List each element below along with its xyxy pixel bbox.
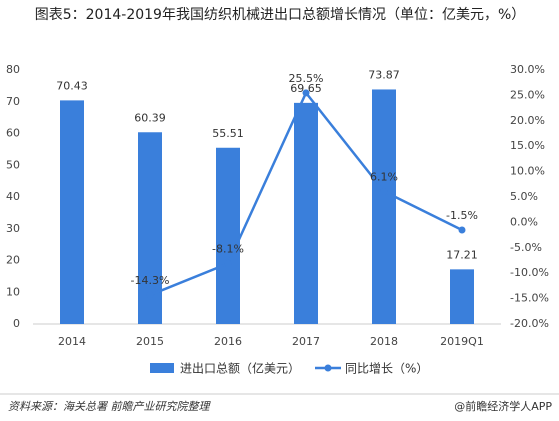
legend-label: 进出口总额（亿美元）: [180, 361, 300, 376]
legend-swatch: [150, 363, 174, 373]
bar-label: 73.87: [368, 68, 400, 81]
y2-tick-label: 0.0%: [510, 215, 538, 228]
y-tick-label: 60: [6, 127, 20, 140]
y-tick-label: 30: [6, 222, 20, 235]
y-tick-label: 0: [13, 317, 20, 330]
y2-tick-label: 10.0%: [510, 165, 545, 178]
line-label: -8.1%: [212, 243, 244, 256]
y2-tick-label: 30.0%: [510, 63, 545, 76]
y2-tick-label: -5.0%: [510, 241, 542, 254]
line-label: -1.5%: [446, 209, 478, 222]
chart-title: 图表5：2014-2019年我国纺织机械进出口总额增长情况（单位：亿美元，%）: [34, 7, 526, 23]
y2-tick-label: 20.0%: [510, 114, 545, 127]
line-marker: [302, 89, 310, 97]
bar-label: 60.39: [134, 111, 166, 124]
bar: [294, 102, 318, 324]
y2-tick-label: 5.0%: [510, 190, 538, 203]
bar-label: 17.21: [446, 248, 478, 261]
y2-tick-label: -15.0%: [510, 292, 549, 305]
x-tick-label: 2014: [58, 335, 86, 348]
source: 资料来源：海关总署 前瞻产业研究院整理: [8, 400, 211, 413]
bar: [450, 269, 474, 324]
bar: [372, 89, 396, 324]
brand: @前瞻经济学人APP: [454, 399, 552, 413]
legend-label: 同比增长（%）: [345, 362, 428, 376]
bar-label: 55.51: [212, 127, 244, 140]
bar-label: 69.65: [290, 82, 322, 95]
x-tick-label: 2016: [214, 335, 242, 348]
line-marker: [224, 260, 232, 268]
line-label: 6.1%: [370, 170, 398, 183]
bar: [60, 100, 84, 324]
y-tick-label: 50: [6, 158, 20, 171]
y2-tick-label: 25.0%: [510, 88, 545, 101]
x-tick-label: 2019Q1: [440, 335, 484, 348]
x-tick-label: 2018: [370, 335, 398, 348]
line-label: -14.3%: [131, 274, 170, 287]
y2-tick-label: -20.0%: [510, 317, 549, 330]
line-marker: [380, 187, 388, 195]
x-tick-label: 2017: [292, 335, 320, 348]
line-label: 25.5%: [289, 72, 324, 85]
y-tick-label: 80: [6, 63, 20, 76]
y-tick-label: 40: [6, 190, 20, 203]
y-tick-label: 20: [6, 254, 20, 267]
bar-label: 70.43: [56, 79, 88, 92]
y2-tick-label: 15.0%: [510, 139, 545, 152]
y-tick-label: 70: [6, 95, 20, 108]
line-marker: [146, 291, 154, 299]
bar: [216, 147, 240, 324]
x-tick-label: 2015: [136, 335, 164, 348]
legend-swatch: [324, 364, 332, 372]
y-tick-label: 10: [6, 285, 20, 298]
line-marker: [458, 226, 466, 234]
y2-tick-label: -10.0%: [510, 266, 549, 279]
